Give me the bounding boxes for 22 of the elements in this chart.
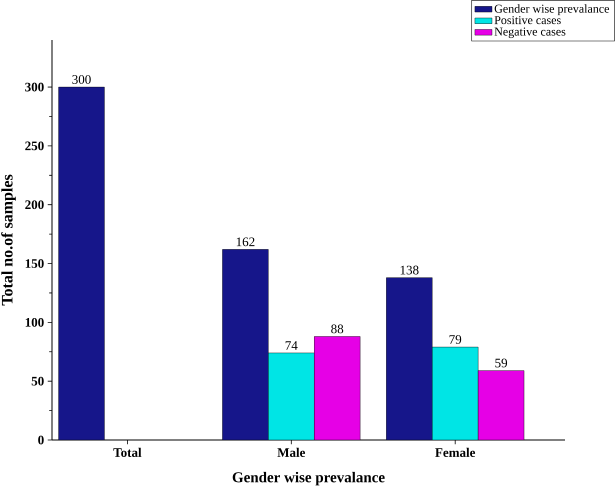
x-tick-label: Female [435,448,476,457]
y-tick-label: 0 [38,436,44,444]
data-label: 59 [495,358,508,368]
data-label: 162 [236,237,254,246]
y-tick-label: 250 [25,141,44,150]
x-axis-title: Gender wise prevalance [232,472,385,486]
legend-label: Gender wise prevalance [494,4,610,16]
y-tick-label: 300 [25,82,44,92]
data-label: 74 [286,341,298,350]
legend-label: Negative cases [494,28,566,38]
x-tick-label: Total [113,448,142,457]
y-axis-title: Total no.of samples [1,174,16,306]
x-tick-label: Male [277,448,306,457]
y-tick-label: 150 [26,259,44,268]
y-tick-label: 100 [26,318,44,327]
data-label: 138 [400,266,419,274]
data-label: 88 [331,324,344,334]
data-label: 79 [450,335,462,344]
legend-label: Positive cases [494,16,561,24]
y-tick-label: 50 [32,376,44,386]
y-tick-label: 200 [25,200,44,210]
data-label: 300 [72,75,91,84]
